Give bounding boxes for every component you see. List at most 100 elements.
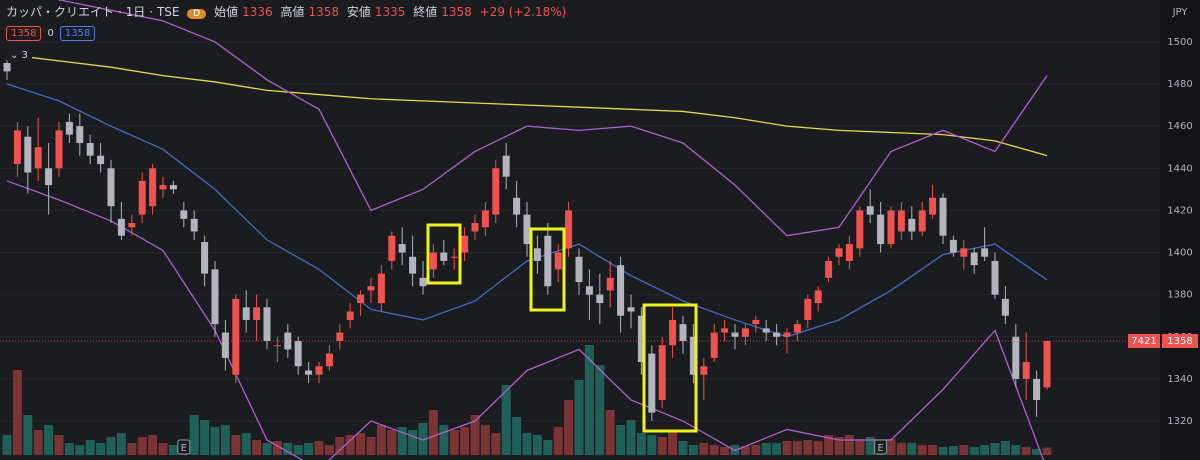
price-tag (1162, 333, 1198, 348)
sell-button[interactable]: 1358 (6, 26, 42, 41)
volume-bar (96, 443, 106, 455)
candle-body (325, 353, 333, 367)
candle-body (689, 336, 697, 375)
volume-bar (189, 415, 199, 455)
indicators-toggle[interactable]: ⌄ 3 (6, 50, 32, 61)
candle-body (814, 290, 822, 304)
candle-body (336, 332, 344, 341)
volume-bar (564, 400, 574, 455)
y-tick-label: 1400 (1167, 248, 1192, 259)
candle-body (679, 324, 687, 341)
volume-bar (366, 437, 376, 455)
candle-body (825, 260, 833, 278)
candle-body (658, 345, 666, 400)
volume-bar (678, 441, 688, 455)
volume-bar (1011, 445, 1021, 455)
candle-body (502, 155, 510, 177)
volume-bar (387, 430, 397, 455)
indicator-line (6, 180, 1045, 460)
candle-body (804, 298, 812, 320)
buy-button[interactable]: 1358 (59, 26, 96, 41)
axis-bg (1160, 0, 1200, 460)
volume-bar (844, 435, 854, 455)
candle-body (398, 244, 406, 253)
volume-bar (148, 435, 158, 455)
volume-bar (1021, 447, 1031, 455)
volume-bar (803, 440, 813, 455)
candle-body (377, 273, 385, 304)
currency[interactable]: JPY (1172, 7, 1189, 18)
label: 終値 (413, 5, 438, 19)
candle-body (128, 223, 136, 228)
volume-bar (480, 425, 490, 455)
volume-bar (106, 437, 116, 455)
indicator-line (6, 53, 1048, 157)
candle-body (315, 366, 323, 375)
volume-bar (813, 441, 823, 455)
volume-bar (668, 430, 678, 455)
volume-bar (501, 385, 511, 455)
candle-body (773, 332, 781, 337)
volume-bar (855, 439, 865, 455)
volume-bar (137, 437, 147, 455)
candle-body (232, 298, 240, 375)
candle-body (149, 168, 157, 207)
candle-body (201, 242, 209, 274)
volume-bar (168, 445, 178, 455)
candle-body (523, 214, 531, 245)
volume-bar (709, 445, 719, 455)
candle-body (1022, 362, 1030, 379)
event-marker[interactable] (177, 439, 191, 455)
indicator-line (6, 83, 1048, 338)
symbol[interactable]: カッパ・クリエイト (6, 5, 115, 19)
volume-bar (314, 441, 324, 455)
candle-body (180, 210, 188, 219)
volume-bar (948, 446, 958, 455)
volume-bar (865, 437, 875, 455)
volume-bar (64, 443, 74, 455)
volume-bar (543, 440, 553, 455)
volume-bar (532, 435, 542, 455)
candle-body (440, 252, 448, 261)
volume-bar (23, 415, 33, 455)
volume-bar (345, 435, 355, 455)
candle-body (429, 252, 437, 270)
candle-body (346, 311, 354, 320)
candle-body (585, 286, 593, 295)
value: 1358 (441, 5, 472, 19)
volume-bar (127, 443, 137, 455)
volume-bar (688, 445, 698, 455)
volume-bar (33, 430, 43, 455)
candle-body (845, 244, 853, 261)
candle-body (253, 307, 261, 320)
candle-body (1033, 378, 1041, 400)
volume-bar (408, 430, 418, 455)
candle-body (159, 185, 167, 190)
volume-bar (782, 441, 792, 455)
candle-body (533, 248, 541, 261)
candle-body (492, 168, 500, 215)
event-label: E (181, 443, 187, 454)
candle-body (211, 269, 219, 325)
event-marker[interactable] (874, 439, 888, 455)
change: +29 (+2.18%) (479, 5, 567, 19)
candle-body (617, 265, 625, 316)
volume-bar (616, 425, 626, 455)
volume-bar (740, 446, 750, 455)
candle-body (284, 332, 292, 350)
y-tick-label: 1500 (1167, 37, 1192, 48)
volume-bar (200, 420, 210, 455)
candle-body (273, 345, 281, 347)
candle-body (544, 235, 552, 287)
candle-body (388, 235, 396, 261)
volume-bar (574, 380, 584, 455)
volume-bar (657, 437, 667, 455)
candle-body (471, 223, 479, 232)
y-tick-label: 1440 (1167, 163, 1192, 174)
candle-body (305, 370, 313, 375)
highlight-box (529, 227, 566, 312)
candle-body (263, 307, 271, 341)
volume-bar (293, 445, 303, 455)
candle-body (918, 210, 926, 232)
candle-body (97, 155, 105, 165)
